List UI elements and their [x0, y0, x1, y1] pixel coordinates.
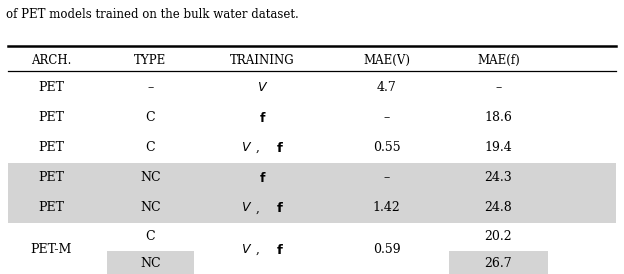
Text: TRAINING: TRAINING — [230, 54, 295, 67]
Text: –: – — [383, 171, 389, 184]
Text: $V$: $V$ — [241, 243, 253, 256]
Text: $\mathbf{f}$: $\mathbf{f}$ — [276, 243, 284, 257]
Bar — [7, 193, 617, 223]
Text: PET: PET — [38, 171, 64, 184]
Text: PET: PET — [38, 201, 64, 214]
Text: TYPE: TYPE — [134, 54, 167, 67]
Text: PET: PET — [38, 111, 64, 124]
Text: $V$: $V$ — [256, 81, 268, 94]
Text: C: C — [145, 230, 155, 243]
Text: PET-M: PET-M — [31, 243, 72, 256]
Text: 24.8: 24.8 — [484, 201, 512, 214]
Text: PET: PET — [38, 141, 64, 154]
Text: ,: , — [255, 201, 259, 214]
Text: $\mathbf{f}$: $\mathbf{f}$ — [258, 111, 266, 125]
Text: ,: , — [255, 141, 259, 154]
Text: 0.59: 0.59 — [373, 243, 401, 256]
Text: MAE(f): MAE(f) — [477, 54, 520, 67]
Text: 26.7: 26.7 — [485, 256, 512, 270]
Text: NC: NC — [140, 171, 161, 184]
Text: –: – — [147, 81, 154, 94]
Text: 0.55: 0.55 — [373, 141, 401, 154]
Text: 18.6: 18.6 — [484, 111, 512, 124]
Bar — [449, 251, 548, 274]
Bar — [7, 163, 617, 193]
Text: 1.42: 1.42 — [373, 201, 401, 214]
Text: $V$: $V$ — [241, 201, 253, 214]
Text: $\mathbf{f}$: $\mathbf{f}$ — [276, 141, 284, 155]
Text: NC: NC — [140, 256, 161, 270]
Text: ARCH.: ARCH. — [31, 54, 71, 67]
Text: PET: PET — [38, 81, 64, 94]
Text: ,: , — [255, 243, 259, 256]
Text: –: – — [495, 81, 502, 94]
Text: 4.7: 4.7 — [377, 81, 396, 94]
Text: MAE(V): MAE(V) — [363, 54, 410, 67]
Text: NC: NC — [140, 201, 161, 214]
Text: C: C — [145, 141, 155, 154]
Text: 19.4: 19.4 — [484, 141, 512, 154]
Text: $\mathbf{f}$: $\mathbf{f}$ — [276, 201, 284, 215]
Text: –: – — [383, 111, 389, 124]
Text: 24.3: 24.3 — [484, 171, 512, 184]
Bar — [107, 251, 194, 274]
Text: C: C — [145, 111, 155, 124]
Text: $V$: $V$ — [241, 141, 253, 154]
Text: of PET models trained on the bulk water dataset.: of PET models trained on the bulk water … — [6, 8, 299, 21]
Text: $\mathbf{f}$: $\mathbf{f}$ — [258, 171, 266, 185]
Text: 20.2: 20.2 — [485, 230, 512, 243]
